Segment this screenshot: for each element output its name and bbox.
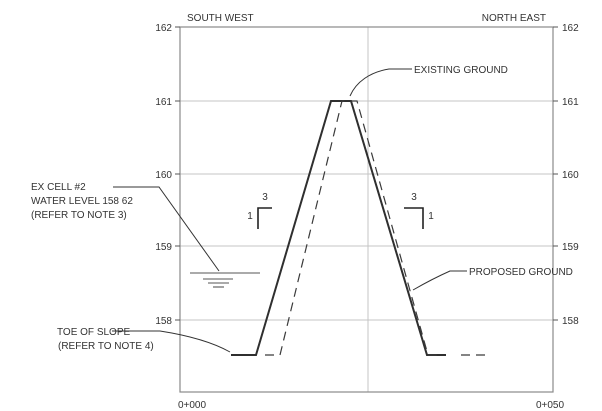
slope-left-rise: 1 [247, 211, 253, 222]
label-water-level-3: (REFER TO NOTE 3) [31, 210, 127, 221]
tick-label-left-162: 162 [155, 23, 172, 34]
tick-label-right-162: 162 [562, 23, 579, 34]
proposed-ground-line [231, 100, 446, 356]
label-existing-ground: EXISTING GROUND [414, 65, 508, 76]
direction-north-east: NORTH EAST [482, 13, 546, 24]
tick-label-right-160: 160 [562, 170, 579, 181]
grid [180, 27, 553, 392]
leader-water-level [113, 186, 220, 272]
tick-label-right-161: 161 [562, 97, 579, 108]
tick-label-left-158: 158 [155, 316, 172, 327]
slope-indicator-left [257, 207, 272, 229]
label-toe-of-slope-2: (REFER TO NOTE 4) [58, 341, 154, 352]
direction-south-west: SOUTH WEST [187, 13, 254, 24]
slope-indicator-right [404, 207, 424, 229]
tick-label-left-159: 159 [155, 242, 172, 253]
leader-proposed-ground [412, 270, 467, 291]
water-level-symbol [190, 272, 260, 288]
label-water-level-2: WATER LEVEL 158 62 [31, 196, 133, 207]
slope-right-run: 3 [411, 192, 417, 203]
existing-ground-line [265, 100, 488, 356]
leader-toe-of-slope [112, 330, 231, 353]
leader-lines [112, 68, 467, 353]
tick-label-left-161: 161 [155, 97, 172, 108]
station-start: 0+000 [178, 400, 207, 411]
plot-frame [179, 26, 554, 393]
tick-label-right-159: 159 [562, 242, 579, 253]
tick-marks [175, 26, 558, 321]
tick-label-right-158: 158 [562, 316, 579, 327]
leader-existing-ground [349, 68, 412, 97]
tick-label-left-160: 160 [155, 170, 172, 181]
label-proposed-ground: PROPOSED GROUND [469, 267, 573, 278]
label-water-level-1: EX CELL #2 [31, 182, 86, 193]
label-toe-of-slope-1: TOE OF SLOPE [57, 327, 130, 338]
station-end: 0+050 [536, 400, 565, 411]
slope-left-run: 3 [262, 192, 268, 203]
slope-right-rise: 1 [428, 211, 434, 222]
